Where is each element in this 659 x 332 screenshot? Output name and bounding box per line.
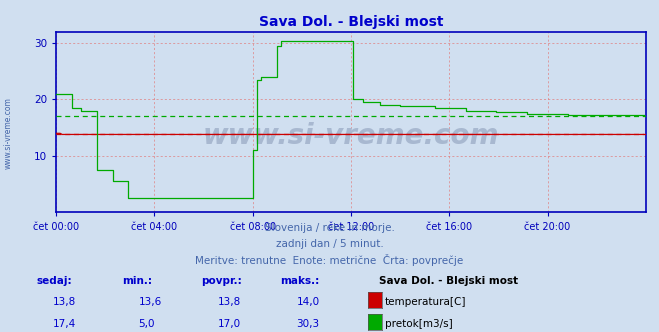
Text: 13,8: 13,8 bbox=[53, 297, 76, 307]
Text: sedaj:: sedaj: bbox=[36, 276, 72, 286]
Text: 13,8: 13,8 bbox=[217, 297, 241, 307]
Text: 13,6: 13,6 bbox=[138, 297, 161, 307]
Text: Sava Dol. - Blejski most: Sava Dol. - Blejski most bbox=[379, 276, 518, 286]
Text: pretok[m3/s]: pretok[m3/s] bbox=[385, 319, 453, 329]
Text: 17,0: 17,0 bbox=[217, 319, 241, 329]
Text: 14,0: 14,0 bbox=[297, 297, 320, 307]
Text: min.:: min.: bbox=[122, 276, 152, 286]
Text: zadnji dan / 5 minut.: zadnji dan / 5 minut. bbox=[275, 239, 384, 249]
Title: Sava Dol. - Blejski most: Sava Dol. - Blejski most bbox=[259, 15, 443, 29]
Text: Slovenija / reke in morje.: Slovenija / reke in morje. bbox=[264, 223, 395, 233]
Text: temperatura[C]: temperatura[C] bbox=[385, 297, 467, 307]
Text: 17,4: 17,4 bbox=[53, 319, 76, 329]
Text: 5,0: 5,0 bbox=[138, 319, 155, 329]
Text: www.si-vreme.com: www.si-vreme.com bbox=[203, 123, 499, 150]
Text: 30,3: 30,3 bbox=[297, 319, 320, 329]
Text: maks.:: maks.: bbox=[280, 276, 320, 286]
Text: Meritve: trenutne  Enote: metrične  Črta: povprečje: Meritve: trenutne Enote: metrične Črta: … bbox=[195, 254, 464, 266]
Text: www.si-vreme.com: www.si-vreme.com bbox=[3, 97, 13, 169]
Text: povpr.:: povpr.: bbox=[201, 276, 242, 286]
